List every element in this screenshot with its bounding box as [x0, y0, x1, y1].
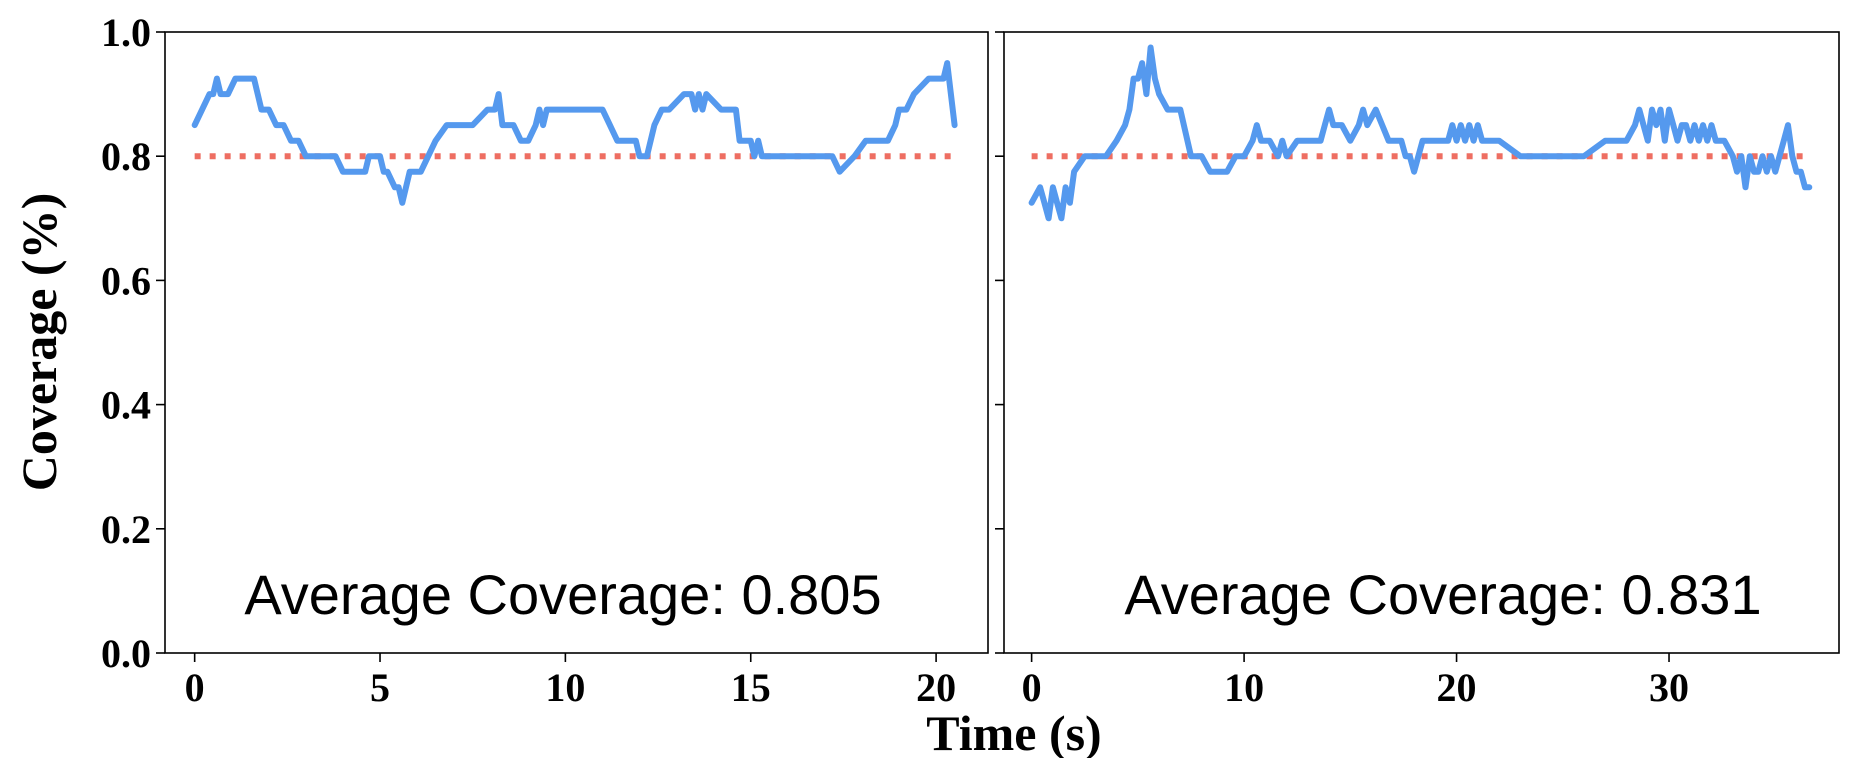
panel-left-annotation: Average Coverage: 0.805: [244, 563, 881, 626]
y-axis-title: Coverage (%): [11, 193, 67, 492]
panel-left-ytick-label-4: 0.8: [101, 134, 151, 179]
panel-right-xtick-label-3: 30: [1649, 665, 1689, 710]
panel-right-xtick-label-0: 0: [1022, 665, 1042, 710]
panel-left-ytick-label-1: 0.2: [101, 507, 151, 552]
x-axis-title: Time (s): [926, 705, 1101, 758]
panel-left-xticks: 0 5 10 15 20: [185, 653, 956, 710]
panel-left-yticks: 0.0 0.2 0.4 0.6 0.8 1.0: [101, 10, 165, 676]
panel-right-coverage-line: [1028, 44, 1813, 222]
panel-left-ytick-label-3: 0.6: [101, 258, 151, 303]
panel-left-ytick-label-0: 0.0: [101, 631, 151, 676]
panel-right: 0 10 20 30 Average Coverage: 0.831: [995, 31, 1840, 710]
panel-left-xtick-label-0: 0: [185, 665, 205, 710]
panel-left-ytick-label-2: 0.4: [101, 383, 151, 428]
panel-right-annotation: Average Coverage: 0.831: [1124, 563, 1761, 626]
panel-left-xtick-label-4: 20: [916, 665, 956, 710]
panel-right-xtick-label-1: 10: [1224, 665, 1264, 710]
panel-right-xticks: 0 10 20 30: [1022, 653, 1689, 710]
panel-right-yticks: [995, 31, 1004, 654]
panel-left-xtick-label-2: 10: [545, 665, 585, 710]
panel-left-frame: [164, 31, 989, 654]
panel-left-xtick-label-1: 5: [370, 665, 390, 710]
panel-right-lines: [1028, 44, 1813, 222]
panel-left-ytick-label-5: 1.0: [101, 10, 151, 55]
panel-left-coverage-line: [191, 60, 958, 206]
panel-right-frame: [1003, 31, 1840, 654]
panel-left-lines: [191, 60, 958, 206]
panel-right-xtick-label-2: 20: [1437, 665, 1477, 710]
panel-left-xtick-label-3: 15: [731, 665, 771, 710]
panel-left: 0.0 0.2 0.4 0.6 0.8 1.0 0 5 10 15 20 Average Cove…: [101, 10, 989, 710]
